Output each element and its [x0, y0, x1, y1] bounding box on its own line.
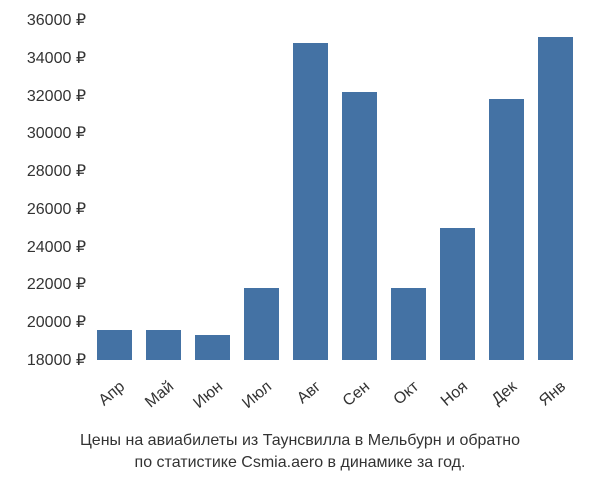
- price-chart: 18000 ₽ 20000 ₽ 22000 ₽ 24000 ₽ 26000 ₽ 28000…: [0, 0, 600, 500]
- bar: [244, 288, 278, 360]
- y-tick-label: 18000 ₽: [6, 350, 86, 370]
- y-tick-label: 20000 ₽: [6, 312, 86, 332]
- chart-caption: Цены на авиабилеты из Таунсвилла в Мельб…: [0, 430, 600, 473]
- y-tick-label: 24000 ₽: [6, 237, 86, 257]
- y-tick-label: 36000 ₽: [6, 10, 86, 30]
- plot-area: [90, 20, 580, 360]
- bar: [391, 288, 425, 360]
- caption-line-2: по статистике Csmia.aero в динамике за г…: [135, 454, 466, 471]
- bar: [440, 228, 474, 360]
- bar: [195, 335, 229, 360]
- bar: [97, 330, 131, 360]
- bar: [342, 92, 376, 360]
- y-tick-label: 28000 ₽: [6, 161, 86, 181]
- caption-line-1: Цены на авиабилеты из Таунсвилла в Мельб…: [80, 432, 520, 449]
- bar: [146, 330, 180, 360]
- y-tick-label: 34000 ₽: [6, 48, 86, 68]
- bar: [489, 99, 523, 360]
- y-tick-label: 22000 ₽: [6, 274, 86, 294]
- y-tick-label: 30000 ₽: [6, 123, 86, 143]
- bar: [293, 43, 327, 360]
- bar: [538, 37, 572, 360]
- y-tick-label: 32000 ₽: [6, 86, 86, 106]
- y-tick-label: 26000 ₽: [6, 199, 86, 219]
